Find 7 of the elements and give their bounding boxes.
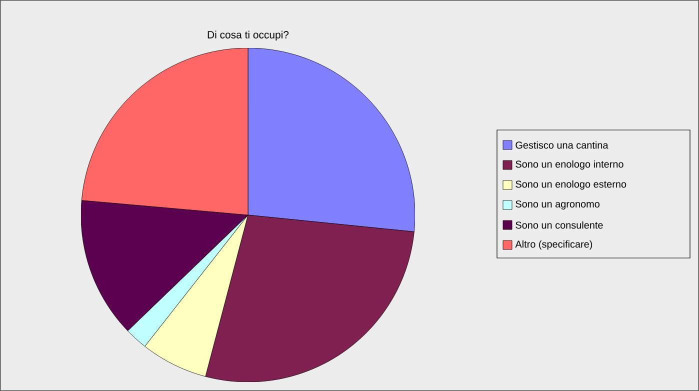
legend-label: Gestisco una cantina [516,141,608,149]
legend-label: Altro (specificare) [515,240,592,250]
chart-title: Di cosa ti occupi? [208,30,289,41]
legend-label: Sono un consulente [516,221,603,229]
legend-label: Sono un enologo esterno [516,180,626,190]
legend-label: Sono un agronomo [516,200,600,210]
legend-label: Sono un enologo interno [516,160,624,170]
